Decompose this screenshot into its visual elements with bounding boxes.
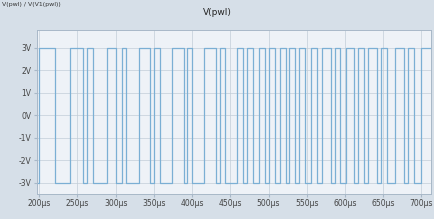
Text: V(pwl) / V(V1(pwl)): V(pwl) / V(V1(pwl)) (2, 2, 61, 7)
Text: V(pwl): V(pwl) (203, 8, 231, 17)
